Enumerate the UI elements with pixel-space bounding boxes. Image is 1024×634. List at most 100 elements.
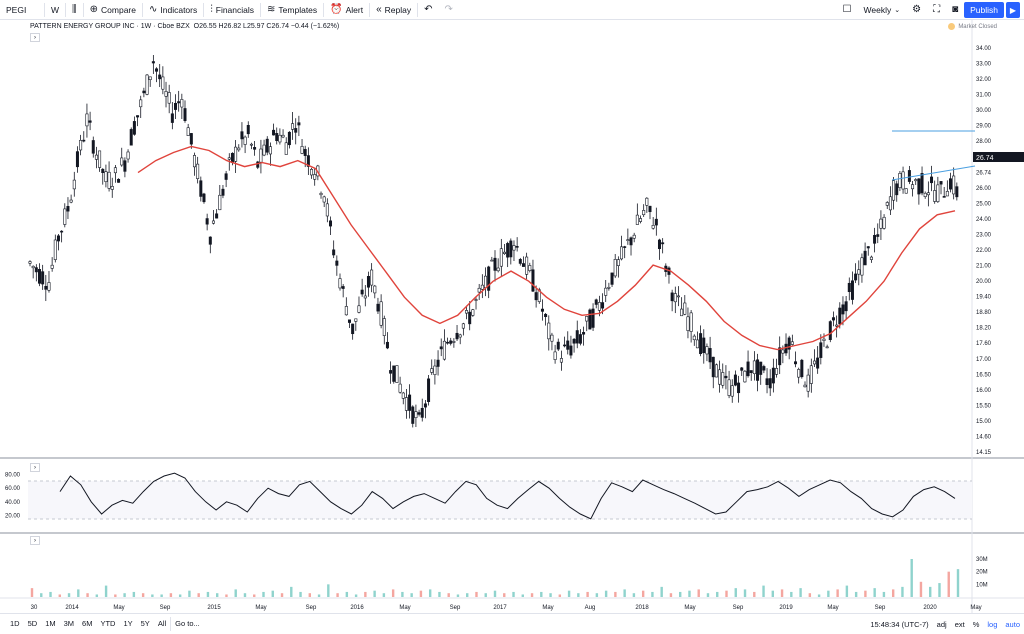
chart-area[interactable]: 34.0033.0032.0031.0030.0029.0028.0027.00… bbox=[0, 20, 1024, 613]
candle-body bbox=[104, 171, 108, 183]
indicators-button[interactable]: ∿ Indicators bbox=[143, 0, 203, 20]
price-axis[interactable]: 34.0033.0032.0031.0030.0029.0028.0027.00… bbox=[976, 46, 992, 456]
range-button-1y[interactable]: 1Y bbox=[123, 619, 133, 628]
interval-label: W bbox=[51, 4, 60, 15]
candle-body bbox=[278, 134, 282, 143]
candle-body bbox=[75, 151, 79, 168]
fullscreen-button[interactable]: ⛶ bbox=[927, 0, 946, 20]
layout-select-button[interactable]: ☐ bbox=[837, 0, 858, 20]
alert-button[interactable]: ⏰ Alert bbox=[324, 0, 369, 20]
redo-icon: ↷ bbox=[444, 3, 453, 15]
candle-body bbox=[493, 257, 497, 271]
time-axis[interactable]: 30 2014 May Sep 2015 May Sep 2016 May Sep 2017 May A… bbox=[31, 605, 982, 611]
candle-body bbox=[389, 370, 393, 374]
support-trendline[interactable] bbox=[891, 165, 976, 181]
candle-body bbox=[797, 369, 801, 378]
candle-body bbox=[306, 155, 310, 167]
candle-body bbox=[136, 115, 140, 118]
candle-body bbox=[398, 383, 402, 393]
range-button-5d[interactable]: 5D bbox=[27, 619, 38, 628]
volume-bar bbox=[799, 588, 802, 597]
volume-bar bbox=[364, 591, 367, 597]
financials-label: Financials bbox=[215, 4, 255, 15]
range-button-all[interactable]: All bbox=[157, 619, 167, 628]
candle-body bbox=[575, 330, 579, 344]
range-button-1m[interactable]: 1M bbox=[45, 619, 56, 628]
candle-body bbox=[945, 191, 949, 197]
percent-toggle[interactable]: % bbox=[972, 619, 980, 629]
volume-legend-button[interactable]: › bbox=[30, 536, 40, 545]
candle-body bbox=[107, 171, 111, 189]
candle-body bbox=[465, 310, 469, 314]
price-tick-label: 16.50 bbox=[976, 372, 992, 378]
ext-toggle[interactable]: ext bbox=[954, 619, 965, 629]
interval-button[interactable]: W bbox=[45, 0, 65, 20]
range-button-5y[interactable]: 5Y bbox=[140, 619, 150, 628]
volume-bar bbox=[558, 594, 562, 597]
price-tick-label: 32.00 bbox=[976, 77, 992, 83]
candle-body bbox=[480, 284, 484, 290]
candle-body bbox=[863, 250, 867, 266]
range-button-6m[interactable]: 6M bbox=[82, 619, 93, 628]
rsi-axis[interactable]: 80.00 60.00 40.00 20.00 bbox=[5, 473, 21, 520]
adj-toggle[interactable]: adj bbox=[936, 619, 947, 629]
candle-body bbox=[917, 178, 921, 195]
settings-button[interactable]: ⚙ bbox=[906, 0, 927, 20]
price-tick-label: 14.60 bbox=[976, 434, 992, 440]
volume-bar bbox=[327, 584, 330, 597]
rsi-tick-label: 20.00 bbox=[5, 513, 21, 519]
compare-button[interactable]: ⊕ Compare bbox=[84, 0, 142, 20]
financials-button[interactable]: ⫶ Financials bbox=[204, 0, 260, 20]
candle-body bbox=[224, 173, 228, 180]
volume-bar bbox=[706, 593, 710, 597]
divider bbox=[203, 2, 205, 17]
publish-video-button[interactable]: ▶ bbox=[1006, 2, 1020, 18]
candle-body bbox=[752, 360, 756, 375]
legend-title: PATTERN ENERGY GROUP INC · 1W · Cboe BZX bbox=[30, 23, 190, 30]
layout-name-button[interactable]: Weekly ⌄ bbox=[858, 0, 907, 20]
candle-body bbox=[468, 311, 472, 325]
rsi-legend-button[interactable]: › bbox=[30, 463, 40, 472]
gear-icon: ⚙ bbox=[912, 4, 922, 15]
volume-bar bbox=[253, 594, 256, 597]
square-icon: ☐ bbox=[842, 4, 852, 15]
redo-button[interactable]: ↷ bbox=[439, 0, 459, 20]
volume-bar bbox=[854, 591, 858, 597]
chart-svg[interactable]: 34.0033.0032.0031.0030.0029.0028.0027.00… bbox=[0, 20, 1024, 613]
replay-button[interactable]: «Replay bbox=[370, 0, 417, 20]
goto-button[interactable]: Go to... bbox=[175, 619, 200, 628]
volume-bar bbox=[530, 593, 534, 597]
volume-bar bbox=[419, 590, 423, 597]
candle-body bbox=[569, 345, 573, 356]
time-tick-label: Sep bbox=[306, 605, 317, 611]
symbol-search[interactable]: PEGI bbox=[0, 0, 44, 20]
candle-body bbox=[322, 196, 326, 203]
candle-body bbox=[819, 342, 823, 358]
snapshot-button[interactable]: ◙ bbox=[946, 0, 964, 20]
candle-body bbox=[737, 382, 741, 394]
candle-body bbox=[151, 61, 155, 64]
divider bbox=[260, 2, 262, 17]
range-button-1d[interactable]: 1D bbox=[10, 619, 20, 628]
log-toggle[interactable]: log bbox=[987, 619, 998, 629]
candle-body bbox=[572, 338, 576, 344]
undo-button[interactable]: ↶ bbox=[418, 0, 438, 20]
volume-bar bbox=[660, 586, 663, 597]
volume-bar bbox=[354, 594, 358, 597]
candle-body bbox=[920, 173, 924, 194]
publish-button[interactable]: Publish bbox=[964, 2, 1004, 18]
range-button-3m[interactable]: 3M bbox=[63, 619, 75, 628]
volume-bar bbox=[845, 585, 849, 597]
legend-collapse-button[interactable]: › bbox=[30, 33, 40, 42]
candle-body bbox=[683, 302, 687, 315]
chart-type-button[interactable]: ⫼ bbox=[66, 0, 83, 20]
volume-bar bbox=[512, 591, 515, 597]
price-tick-label: 31.00 bbox=[976, 93, 992, 99]
time-tick-label: 2015 bbox=[207, 605, 221, 611]
auto-toggle[interactable]: auto bbox=[1005, 619, 1020, 629]
templates-button[interactable]: ≋ Templates bbox=[261, 0, 323, 20]
range-button-ytd[interactable]: YTD bbox=[100, 619, 116, 628]
indicators-label: Indicators bbox=[160, 4, 198, 15]
volume-axis[interactable]: 30M 20M 10M bbox=[976, 557, 988, 588]
price-tick-label: 28.00 bbox=[976, 139, 992, 145]
